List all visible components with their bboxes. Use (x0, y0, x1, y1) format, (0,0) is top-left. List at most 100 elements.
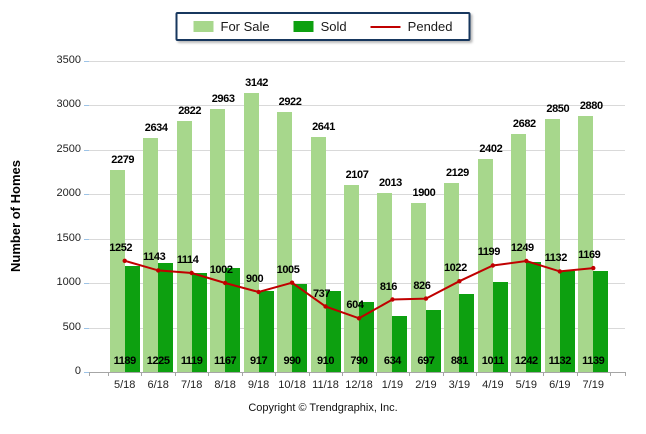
sold-value-label: 1167 (213, 355, 237, 367)
for-sale-value-label: 2682 (512, 117, 536, 130)
for-sale-bar (310, 137, 326, 372)
sold-value-label: 1132 (548, 355, 572, 367)
x-tick-mark-15 (576, 372, 578, 376)
x-tick-mark-17 (625, 372, 626, 376)
pended-value-label: 1199 (477, 246, 501, 259)
x-tick-mark-11 (442, 372, 444, 376)
pended-value-label: 1132 (544, 252, 568, 265)
legend-item-pended: Pended (370, 19, 453, 34)
for-sale-value-label: 2641 (312, 121, 335, 134)
for-sale-value-label: 2402 (479, 142, 503, 155)
pended-value-label: 1169 (578, 249, 601, 262)
x-tick-mark-10 (409, 372, 411, 376)
sold-bar (559, 271, 575, 372)
y-tick-mark-3000 (84, 105, 89, 107)
x-tick-label-12-18: 12/18 (345, 379, 373, 391)
legend-item-sold: Sold (293, 19, 347, 34)
pended-value-label: 900 (246, 273, 264, 286)
y-tick-mark-2000 (84, 194, 89, 196)
x-tick-mark-5 (241, 372, 243, 376)
sold-bar (492, 282, 508, 372)
for-sale-value-label: 2129 (445, 166, 469, 179)
pended-value-label: 1249 (510, 242, 534, 255)
sold-bar (526, 261, 542, 372)
x-tick-label-11-18: 11/18 (312, 379, 339, 391)
x-tick-label-6-18: 6/18 (147, 379, 169, 391)
y-tick-mark-1500 (84, 238, 89, 240)
pended-line (122, 258, 596, 321)
x-tick-label-7-19: 7/19 (582, 379, 604, 391)
gridline-2500 (89, 149, 625, 151)
value-labels-layer: 2279 1189 1252 2634 1225 1143 2822 1119 1114 2963… (89, 61, 625, 372)
x-tick-mark-0 (89, 372, 90, 376)
sold-bar (292, 284, 308, 372)
y-tick-mark-3500 (84, 61, 89, 62)
y-tick-mark-0 (84, 372, 89, 373)
for-sale-bar (377, 193, 393, 372)
sold-value-label: 1242 (514, 355, 538, 367)
sold-bar (459, 293, 475, 372)
sold-swatch-icon (293, 21, 314, 32)
x-tick-mark-7 (308, 372, 310, 376)
for-sale-bar (544, 118, 560, 372)
for-sale-bar (109, 169, 125, 372)
x-tick-mark-3 (174, 372, 176, 376)
for-sale-bar (210, 108, 226, 372)
y-tick-label-500: 500 (62, 320, 81, 333)
for-sale-bar (444, 182, 460, 372)
plot-area: 2279 1189 1252 2634 1225 1143 2822 1119 1114 2963… (89, 61, 625, 373)
x-tick-label-2-19: 2/19 (415, 379, 437, 391)
x-tick-label-3-19: 3/19 (448, 379, 471, 391)
sold-bar (425, 310, 441, 372)
for-sale-value-label: 2013 (379, 177, 402, 190)
sold-bar (124, 266, 140, 372)
y-tick-mark-2500 (84, 149, 89, 151)
y-tick-label-1000: 1000 (56, 276, 81, 289)
x-tick-label-5-19: 5/19 (515, 379, 538, 391)
x-tick-label-9-18: 9/18 (247, 379, 270, 391)
x-tick-mark-8 (342, 372, 344, 376)
y-tick-label-1500: 1500 (56, 231, 81, 244)
for-sale-bar (243, 92, 259, 372)
legend-item-for-sale: For Sale (193, 19, 270, 34)
legend-label-pended: Pended (407, 19, 453, 34)
sold-bar (593, 270, 609, 372)
x-tick-mark-4 (208, 372, 210, 376)
for-sale-value-label: 2963 (211, 92, 235, 105)
for-sale-value-label: 2279 (111, 153, 135, 166)
sold-bar (359, 301, 374, 372)
x-tick-label-7-18: 7/18 (180, 379, 203, 391)
sold-value-label: 881 (450, 355, 469, 367)
y-tick-label-3000: 3000 (56, 98, 81, 111)
for-sale-value-label: 2880 (579, 100, 603, 113)
for-sale-value-label: 2822 (178, 105, 202, 118)
sold-value-label: 790 (350, 355, 368, 367)
for-sale-swatch-icon (193, 21, 214, 32)
x-axis-line (89, 372, 625, 373)
legend: For Sale Sold Pended (175, 12, 471, 41)
sold-bar (191, 272, 207, 372)
pended-value-label: 816 (379, 280, 398, 293)
x-tick-mark-13 (509, 372, 511, 376)
pended-value-label: 1114 (176, 254, 199, 267)
copyright-text: Copyright © Trendgraphix, Inc. (248, 402, 398, 414)
gridline-3000 (89, 105, 625, 107)
sold-value-label: 910 (316, 355, 335, 367)
for-sale-bar (344, 184, 359, 372)
for-sale-value-label: 2922 (278, 96, 302, 109)
pended-line-swatch-icon (370, 25, 401, 28)
for-sale-bar (277, 112, 293, 372)
sold-value-label: 1189 (113, 355, 137, 367)
x-tick-mark-14 (543, 372, 545, 376)
y-tick-label-2000: 2000 (56, 187, 81, 200)
for-sale-bar (143, 137, 159, 372)
for-sale-value-label: 2107 (345, 168, 369, 181)
x-tick-label-6-19: 6/19 (549, 379, 571, 391)
for-sale-value-label: 1900 (412, 187, 436, 200)
pended-value-label: 1022 (443, 262, 467, 275)
x-tick-mark-16 (610, 372, 611, 376)
x-tick-label-1-19: 1/19 (381, 379, 404, 391)
pended-value-label: 1005 (276, 263, 300, 276)
sold-bar (258, 290, 274, 372)
